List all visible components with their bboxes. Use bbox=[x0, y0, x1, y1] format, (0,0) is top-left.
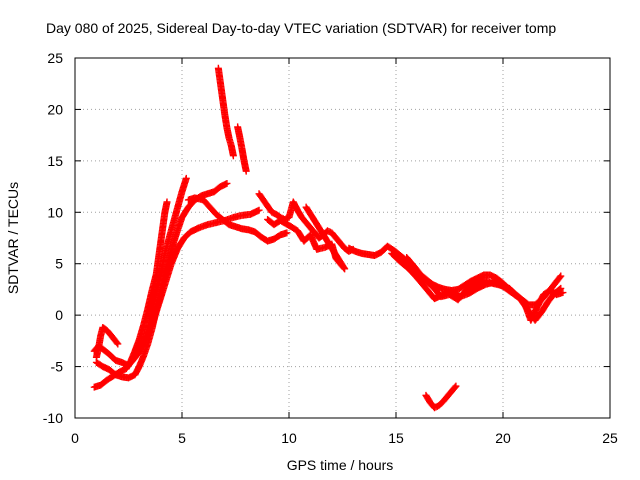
data-markers bbox=[90, 64, 567, 412]
grid bbox=[75, 58, 610, 418]
series-evening-dip bbox=[422, 382, 460, 412]
series-track-e bbox=[148, 206, 263, 329]
data-point bbox=[163, 198, 171, 206]
series-midday-scatter bbox=[264, 203, 349, 273]
data-point bbox=[451, 383, 459, 391]
y-tick-label: 25 bbox=[47, 50, 63, 66]
chart-title: Day 080 of 2025, Sidereal Day-to-day VTE… bbox=[46, 20, 556, 36]
series-track-d bbox=[92, 323, 122, 361]
data-point bbox=[114, 340, 122, 348]
series-track-f bbox=[184, 194, 291, 245]
data-point bbox=[113, 339, 121, 347]
series-spike-1 bbox=[214, 64, 237, 160]
y-tick-label: 0 bbox=[55, 307, 63, 323]
series-track-c bbox=[90, 198, 171, 391]
data-point bbox=[557, 272, 565, 280]
data-point bbox=[255, 206, 263, 214]
series-afternoon-c bbox=[403, 254, 567, 324]
x-axis-title: GPS time / hours bbox=[287, 457, 394, 473]
data-point bbox=[283, 229, 291, 237]
data-point bbox=[556, 273, 564, 281]
data-point bbox=[302, 203, 310, 211]
x-tick-label: 0 bbox=[71, 430, 79, 446]
x-tick-label: 15 bbox=[388, 430, 404, 446]
x-tick-label: 20 bbox=[495, 430, 511, 446]
data-point bbox=[242, 167, 250, 175]
data-point bbox=[452, 382, 460, 390]
x-tick-label: 5 bbox=[178, 430, 186, 446]
y-tick-label: 15 bbox=[47, 153, 63, 169]
x-tick-label: 25 bbox=[602, 430, 618, 446]
plot-frame bbox=[74, 57, 611, 419]
series-spike-2 bbox=[234, 123, 250, 175]
x-tick-label: 10 bbox=[281, 430, 297, 446]
y-axis-title: SDTVAR / TECUs bbox=[5, 182, 21, 294]
y-tick-label: 10 bbox=[47, 204, 63, 220]
y-tick-label: 5 bbox=[55, 256, 63, 272]
data-point bbox=[182, 174, 190, 182]
y-axis-ticks: -10 -5 0 5 10 15 20 25 bbox=[43, 50, 610, 426]
y-tick-label: -5 bbox=[51, 359, 64, 375]
y-tick-label: -10 bbox=[43, 410, 63, 426]
x-axis-ticks: 0 5 10 15 20 25 bbox=[71, 58, 618, 446]
data-point bbox=[229, 152, 237, 160]
data-point bbox=[303, 204, 311, 212]
data-point bbox=[559, 289, 567, 297]
y-tick-label: 20 bbox=[47, 101, 63, 117]
data-point bbox=[223, 179, 231, 187]
